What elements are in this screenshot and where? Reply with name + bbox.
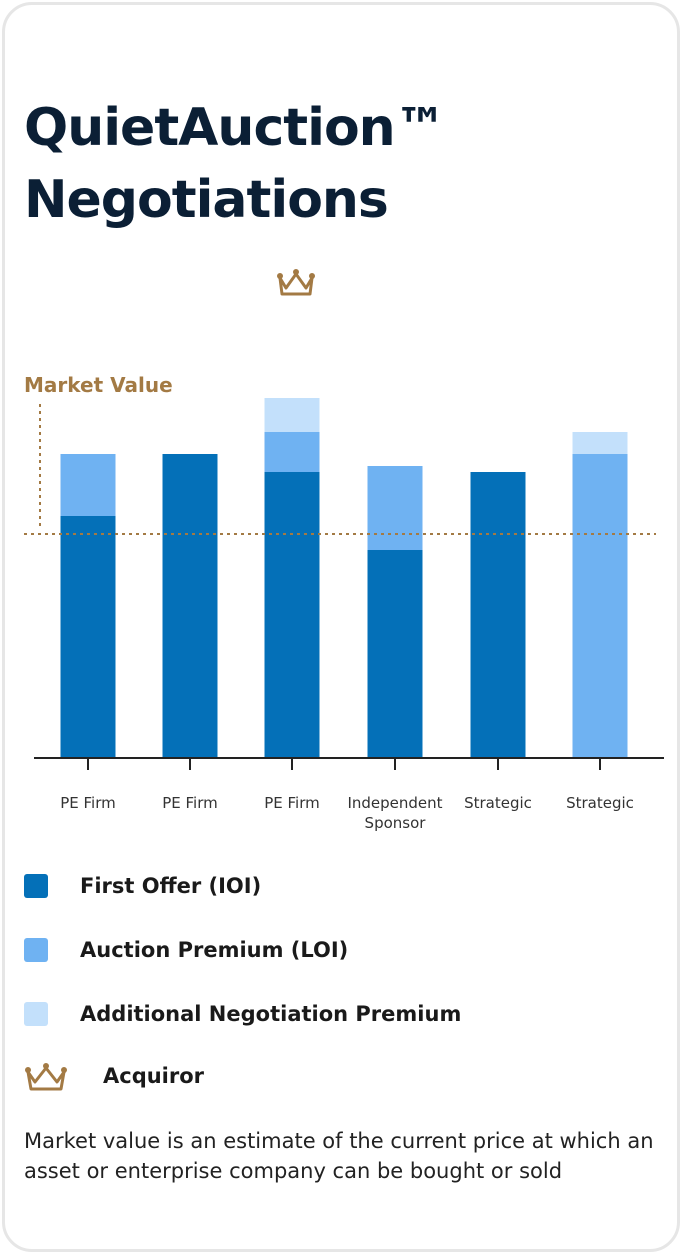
market-value-label: Market Value: [24, 373, 173, 397]
bar-first-offer-5: [470, 472, 526, 758]
x-tick-label-2: PE Firm: [162, 794, 218, 812]
x-tick-label-4-line-1: Independent: [347, 794, 442, 812]
bar-auction-premium-4: [367, 466, 423, 550]
bar-auction-premium-6: [572, 454, 628, 758]
x-tick-label-3: PE Firm: [264, 794, 320, 812]
bar-auction-premium-3: [264, 432, 320, 472]
bar-first-offer-3: [264, 472, 320, 758]
legend-label-negotiation-premium: Additional Negotiation Premium: [80, 1002, 462, 1026]
legend-swatch-auction-premium: [24, 938, 48, 962]
title-line-2: Negotiations: [24, 170, 389, 230]
negotiation-bar-chart: Market Value PE Firm PE Firm PE Firm Indepen…: [24, 373, 664, 832]
legend-item-first-offer: First Offer (IOI): [24, 870, 261, 902]
x-tick-label-4-line-2: Sponsor: [365, 814, 427, 832]
legend-item-negotiation-premium: Additional Negotiation Premium: [24, 998, 461, 1030]
legend-label-first-offer: First Offer (IOI): [80, 874, 262, 898]
x-tick-label-6: Strategic: [566, 794, 634, 812]
page-title: QuietAuction™ Negotiations: [24, 92, 447, 236]
legend-label-auction-premium: Auction Premium (LOI): [80, 938, 349, 962]
crown-icon: [25, 1063, 67, 1091]
x-tick-label-5: Strategic: [464, 794, 532, 812]
legend-item-acquiror: Acquiror: [24, 1060, 204, 1092]
bar-negotiation-premium-6: [572, 432, 628, 454]
bar-auction-premium-1: [60, 454, 116, 516]
legend-label-acquiror: Acquiror: [103, 1064, 205, 1088]
bar-negotiation-premium-3: [264, 398, 320, 432]
market-value-footnote: Market value is an estimate of the curre…: [24, 1129, 654, 1183]
legend-swatch-negotiation-premium: [24, 1002, 48, 1026]
crown-icon: [277, 269, 315, 296]
bar-first-offer-4: [367, 550, 423, 758]
bar-first-offer-1: [60, 516, 116, 758]
legend-item-auction-premium: Auction Premium (LOI): [24, 934, 348, 966]
bar-first-offer-2: [162, 454, 218, 758]
title-line-1: QuietAuction™: [24, 98, 447, 158]
legend-swatch-first-offer: [24, 874, 48, 898]
x-tick-label-1: PE Firm: [60, 794, 116, 812]
